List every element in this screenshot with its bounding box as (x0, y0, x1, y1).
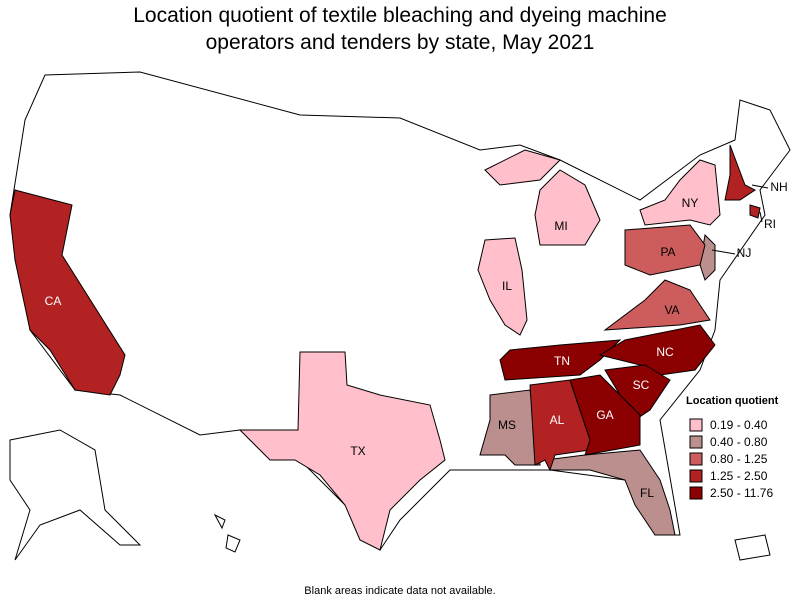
state-label: SC (633, 378, 650, 392)
legend-swatch (689, 486, 703, 500)
state-label: MS (498, 418, 516, 432)
state (544, 449, 676, 536)
title: Location quotient of textile bleaching a… (133, 4, 667, 54)
legend-swatch (689, 469, 703, 483)
legend-label: 0.19 - 0.40 (710, 418, 768, 432)
legend-swatch (689, 418, 703, 432)
note: Blank areas indicate data not available. (304, 585, 495, 597)
state (9, 189, 126, 396)
state-label: NJ (737, 246, 752, 260)
state-label: NY (682, 196, 699, 210)
legend-label: 1.25 - 2.50 (710, 469, 768, 483)
state (639, 159, 721, 226)
state (749, 204, 761, 219)
state-label: MI (554, 219, 567, 233)
legend-title: Location quotient (686, 395, 779, 407)
legend-label: 0.40 - 0.80 (710, 435, 768, 449)
state-label: NH (770, 180, 787, 194)
state (477, 237, 528, 336)
state-label: TN (554, 354, 570, 368)
state (484, 149, 601, 246)
state-label: TX (350, 444, 365, 458)
legend-label: 2.50 - 11.76 (710, 486, 773, 500)
legend-swatch (689, 435, 703, 449)
state (238, 351, 446, 551)
state-label: AL (550, 413, 565, 427)
state-label: GA (596, 408, 613, 422)
state (603, 279, 711, 331)
state-label: VA (664, 303, 679, 317)
state (569, 374, 641, 456)
state-label: PA (660, 245, 675, 259)
leader-line (751, 184, 769, 189)
state-label: FL (640, 486, 654, 500)
legend-label: 0.80 - 1.25 (710, 452, 768, 466)
legend-swatch (689, 452, 703, 466)
state-label: RI (764, 217, 776, 231)
state-label: IL (502, 279, 512, 293)
leader-line (759, 211, 763, 223)
state-label: CA (45, 294, 62, 308)
state (724, 144, 756, 201)
state-label: NC (656, 345, 674, 359)
leader-line (711, 249, 736, 255)
state (624, 224, 706, 276)
